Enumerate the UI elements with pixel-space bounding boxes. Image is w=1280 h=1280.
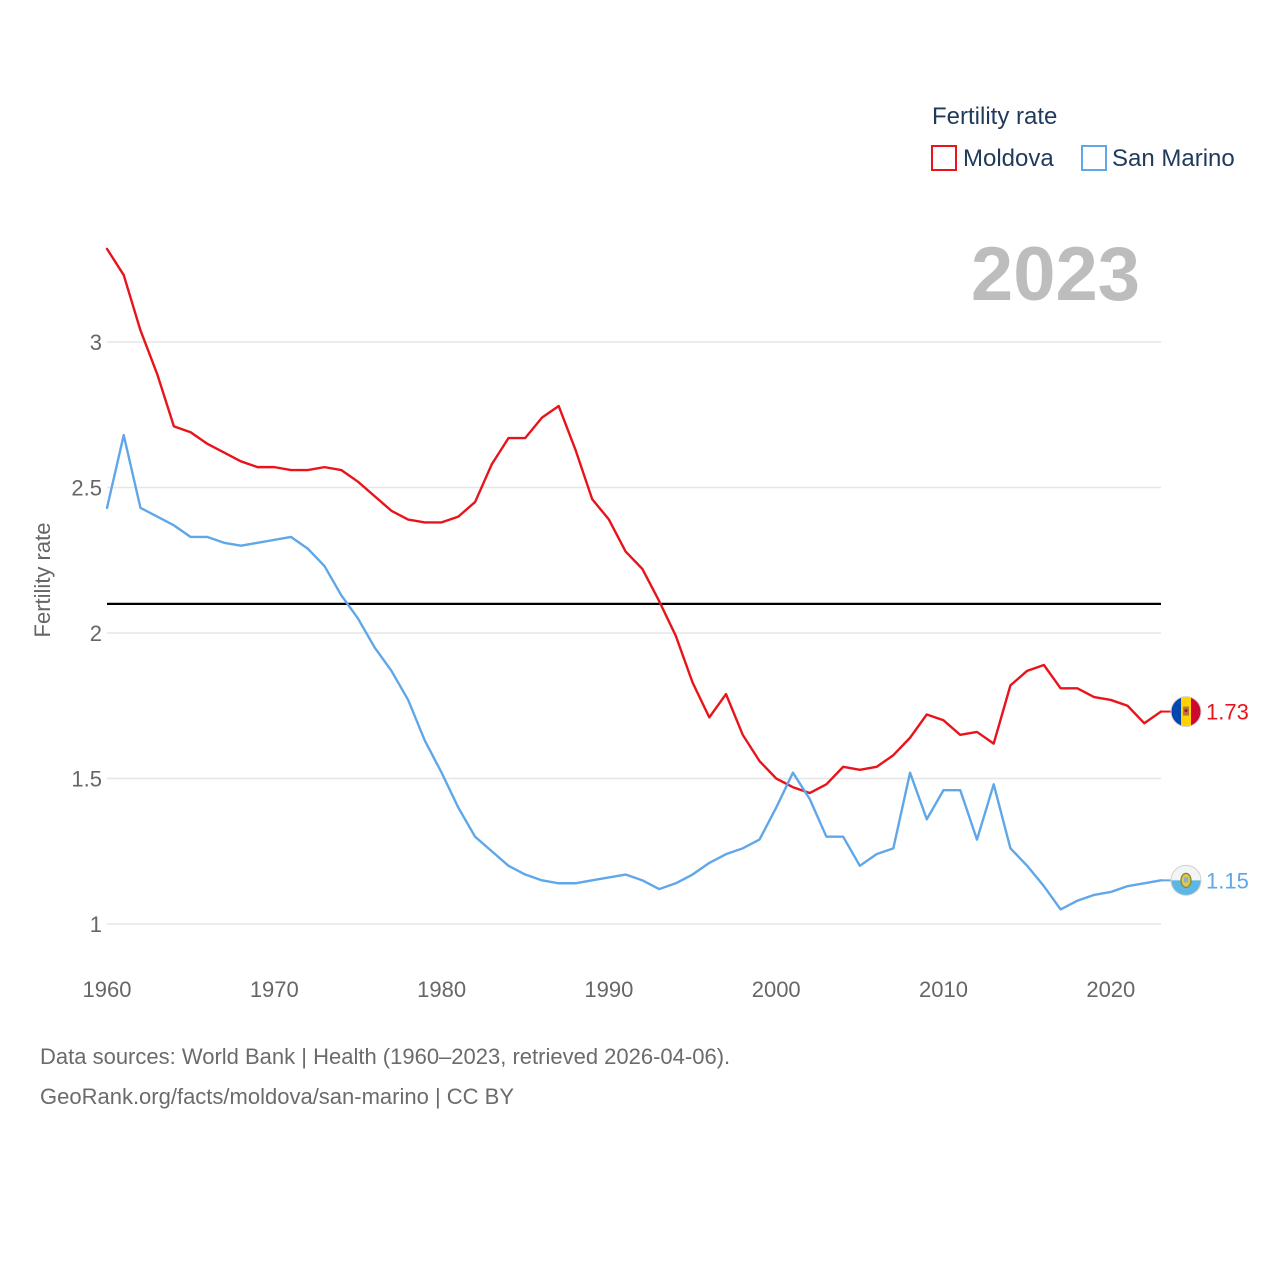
end-value-label-moldova: 1.73 xyxy=(1206,700,1249,725)
legend-swatch-san-marino[interactable] xyxy=(1081,145,1107,171)
legend-label-moldova[interactable]: Moldova xyxy=(963,145,1054,172)
san-marino-flag-icon xyxy=(1170,864,1202,896)
legend-swatch-moldova[interactable] xyxy=(931,145,957,171)
moldova-flag-icon xyxy=(1170,696,1202,728)
axes: 1 1.5 2 2.5 3 1960 1970 1980 1990 2000 2010 2020 xyxy=(71,330,1135,1002)
footer-attribution: GeoRank.org/facts/moldova/san-marino | C… xyxy=(40,1084,515,1109)
series-line-moldova[interactable] xyxy=(105,247,1163,795)
x-tick-label: 2010 xyxy=(919,977,968,1002)
footer-sources: Data sources: World Bank | Health (1960–… xyxy=(40,1044,731,1069)
legend-title: Fertility rate xyxy=(932,103,1057,130)
end-label-layer: 1.73 1.15 xyxy=(1161,696,1249,896)
x-tick-label: 1980 xyxy=(417,977,466,1002)
y-tick-label: 1 xyxy=(90,912,102,937)
series-layer xyxy=(105,247,1163,911)
legend: Fertility rate Moldova San Marino xyxy=(931,103,1235,172)
legend-label-san-marino[interactable]: San Marino xyxy=(1112,145,1235,172)
y-axis-title: Fertility rate xyxy=(30,523,55,638)
end-value-label-san-marino: 1.15 xyxy=(1206,868,1249,893)
y-tick-label: 3 xyxy=(90,330,102,355)
y-tick-label: 1.5 xyxy=(71,767,102,792)
series-line-san-marino[interactable] xyxy=(105,433,1163,911)
current-year-label: 2023 xyxy=(971,232,1140,317)
grid xyxy=(107,341,1161,925)
x-tick-label: 2000 xyxy=(752,977,801,1002)
y-tick-label: 2.5 xyxy=(71,476,102,501)
x-tick-label: 1970 xyxy=(250,977,299,1002)
x-tick-label: 1990 xyxy=(584,977,633,1002)
x-tick-label: 2020 xyxy=(1086,977,1135,1002)
x-tick-label: 1960 xyxy=(83,977,132,1002)
y-tick-label: 2 xyxy=(90,621,102,646)
